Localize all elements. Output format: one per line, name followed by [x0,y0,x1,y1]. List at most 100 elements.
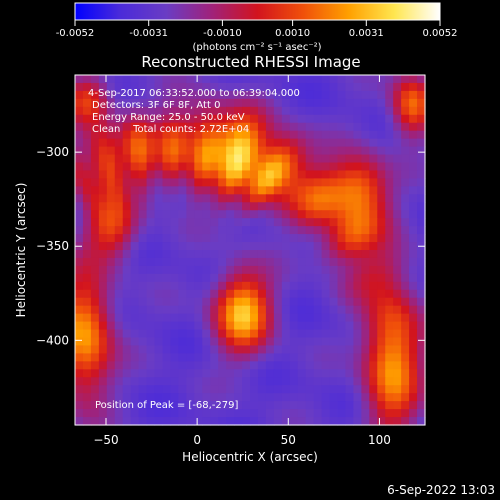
heatmap-cell [250,401,259,410]
heatmap-cell [265,385,275,394]
heatmap-cell [82,130,92,140]
heatmap-cell [186,178,195,187]
heatmap-cell [202,289,211,299]
heatmap-cell [194,234,203,243]
heatmap-cell [417,329,426,339]
heatmap-cell [98,194,108,203]
heatmap-cell [194,361,203,370]
heatmap-cell [162,321,172,331]
heatmap-cell [162,218,172,227]
heatmap-cell [353,273,362,283]
heatmap-cell [265,281,275,291]
heatmap-cell [138,385,148,394]
heatmap-cell [409,210,418,219]
heatmap-cell [361,226,370,235]
heatmap-cell [186,393,195,402]
heatmap-cell [409,345,418,354]
heatmap-cell [162,257,172,267]
heatmap-cell [130,106,140,116]
heatmap-cell [273,281,283,291]
heatmap-cell [98,353,108,362]
heatmap-cell [305,250,315,259]
heatmap-cell [337,114,347,124]
heatmap-cell [385,250,394,259]
heatmap-cell [202,162,211,172]
heatmap-cell [194,345,203,354]
heatmap-cell [401,369,410,378]
heatmap-cell [337,361,347,370]
heatmap-cell [409,393,418,402]
heatmap-cell [377,353,386,362]
heatmap-cell [401,250,410,259]
heatmap-cell [337,242,347,251]
heatmap-cell [106,297,116,307]
heatmap-cell [82,337,92,347]
heatmap-cell [297,146,307,156]
heatmap-cell [265,82,275,92]
heatmap-cell [401,106,410,116]
heatmap-cell [273,138,283,148]
heatmap-cell [257,178,267,187]
heatmap-cell [417,289,426,299]
heatmap-cell [313,218,323,227]
heatmap-cell [162,329,172,339]
heatmap-cell [186,401,195,410]
heatmap-cell [154,114,164,124]
heatmap-cell [178,186,187,195]
heatmap-cell [265,337,275,347]
heatmap-cell [98,138,108,148]
heatmap-cell [130,138,140,148]
heatmap-cell [154,321,164,331]
heatmap-cell [393,377,402,386]
heatmap-cell [90,218,100,227]
heatmap-cell [130,257,140,267]
heatmap-cell [234,265,243,275]
heatmap-cell [114,186,124,195]
heatmap-cell [202,75,211,84]
heatmap-cell [257,138,267,148]
heatmap-cell [313,178,323,187]
heatmap-cell [265,353,275,362]
heatmap-cell [329,202,339,211]
heatmap-cell [417,234,426,243]
heatmap-cell [369,305,378,315]
heatmap-cell [98,401,108,410]
heatmap-cell [98,409,108,418]
heatmap-cell [321,218,331,227]
heatmap-cell [250,265,259,275]
heatmap-cell [289,401,299,410]
heatmap-cell [257,218,267,227]
heatmap-cell [281,337,291,347]
heatmap-cell [82,82,92,92]
heatmap-cell [146,178,156,187]
heatmap-cell [75,138,84,148]
heatmap-cell [162,170,172,179]
peak-position-label: Position of Peak = [-68,-279] [95,400,239,411]
heatmap-cell [281,162,291,172]
heatmap-cell [162,202,172,211]
heatmap-cell [194,265,203,275]
heatmap-cell [353,178,362,187]
heatmap-cell [82,409,92,418]
heatmap-cell [170,226,179,235]
heatmap-cell [281,401,291,410]
heatmap-cell [234,345,243,354]
heatmap-cell [345,242,354,251]
heatmap-cell [90,377,100,386]
heatmap-cell [250,242,259,251]
heatmap-cell [106,265,116,275]
heatmap-cell [337,98,347,108]
heatmap-cell [401,210,410,219]
heatmap-cell [218,265,227,275]
heatmap-cell [210,75,219,84]
heatmap-cell [393,257,402,267]
heatmap-cell [369,313,378,323]
heatmap-cell [226,409,235,418]
heatmap-cell [313,130,323,140]
heatmap-cell [265,393,275,402]
heatmap-cell [297,202,307,211]
heatmap-cell [178,377,187,386]
heatmap-cell [289,297,299,307]
heatmap-cell [178,226,187,235]
heatmap-cell [289,337,299,347]
